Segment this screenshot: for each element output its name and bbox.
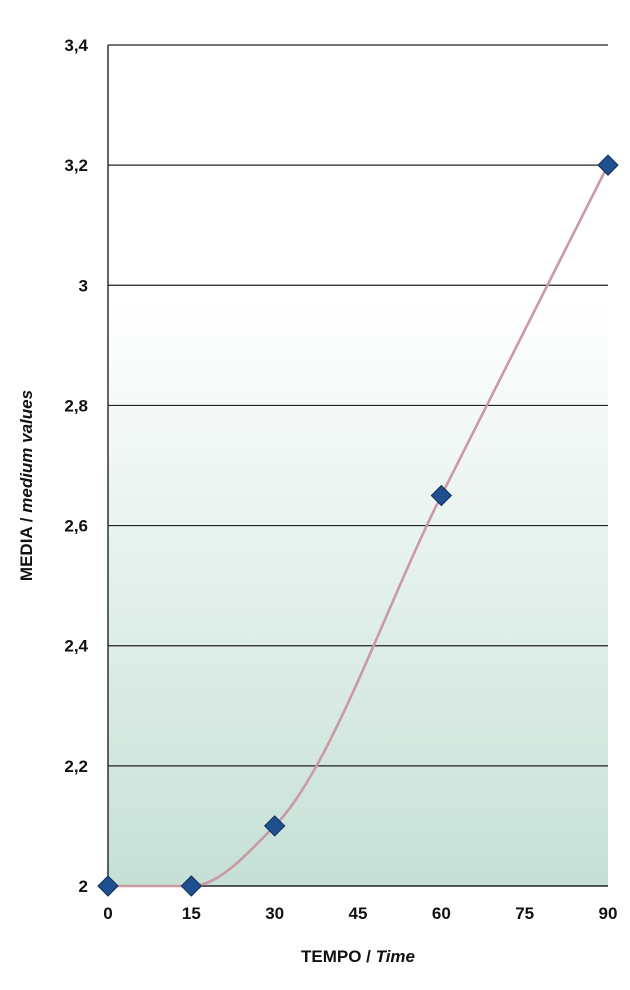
x-tick-label: 30: [265, 904, 284, 923]
x-tick-labels: 0 15 30 45 60 75 90: [103, 904, 617, 923]
y-tick-label: 3,2: [64, 156, 88, 175]
y-tick-label: 2,4: [64, 637, 88, 656]
y-tick-labels: 2 2,2 2,4 2,6 2,8 3 3,2 3,4: [64, 36, 88, 896]
x-tick-label: 0: [103, 904, 112, 923]
x-tick-label: 45: [349, 904, 368, 923]
y-tick-label: 2,8: [64, 396, 88, 415]
y-axis-title: MEDIA / medium values: [17, 390, 36, 581]
x-tick-label: 60: [432, 904, 451, 923]
x-tick-label: 75: [515, 904, 534, 923]
x-axis-title-italic: Time: [376, 947, 415, 966]
plot-area: [108, 45, 608, 886]
x-axis-title: TEMPO / Time: [301, 947, 415, 966]
x-tick-label: 90: [599, 904, 618, 923]
y-axis-title-italic: medium values: [17, 390, 36, 513]
y-tick-label: 3: [79, 276, 88, 295]
data-point-diamond-icon: [263, 815, 286, 837]
data-point-diamond-icon: [180, 875, 203, 897]
y-tick-label: 3,4: [64, 36, 88, 55]
y-axis-title-main: MEDIA /: [17, 513, 36, 581]
y-tick-label: 2,2: [64, 757, 88, 776]
y-tick-label: 2,6: [64, 517, 88, 536]
y-tick-label: 2: [79, 877, 88, 896]
data-point-diamond-icon: [430, 484, 453, 507]
data-markers: [97, 154, 619, 897]
data-point-diamond-icon: [97, 875, 119, 897]
data-point-diamond-icon: [597, 154, 619, 176]
gridlines: [108, 44, 608, 767]
x-tick-label: 15: [182, 904, 201, 923]
x-axis-title-main: TEMPO /: [301, 947, 376, 966]
